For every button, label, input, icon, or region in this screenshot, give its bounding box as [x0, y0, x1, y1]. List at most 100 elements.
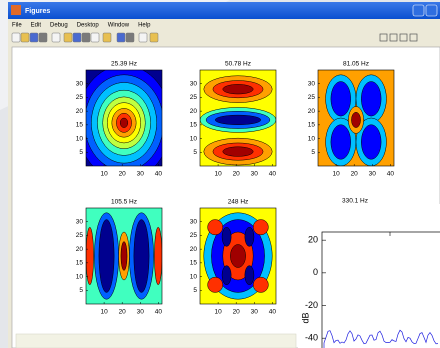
x-tick-label: 40	[155, 171, 163, 178]
plot-title: 105.5 Hz	[111, 199, 137, 206]
contour-level	[252, 276, 269, 293]
y-tick-label: 5	[311, 149, 315, 156]
y-tick-label: 30	[190, 218, 198, 225]
contour-level	[252, 219, 269, 236]
x-tick-label: 10	[100, 309, 108, 316]
toolbar-button[interactable]	[116, 32, 126, 43]
toolbar-button[interactable]	[63, 32, 73, 43]
contour-level	[351, 111, 361, 128]
toolbar-button[interactable]	[72, 32, 82, 43]
toolbar-button[interactable]	[20, 32, 30, 43]
app-icon	[11, 5, 21, 15]
contour-image	[86, 70, 162, 166]
x-tick-label: 10	[214, 309, 222, 316]
maximize-button[interactable]	[425, 4, 438, 17]
contour-level	[222, 146, 254, 157]
x-tick-label: 40	[155, 309, 163, 316]
menu-item[interactable]: Edit	[31, 23, 42, 29]
contour-level	[361, 124, 382, 160]
toolbar-button[interactable]	[29, 32, 39, 43]
contour-level	[154, 226, 162, 286]
toolbar-button[interactable]	[11, 32, 21, 43]
menu-item[interactable]: Desktop	[77, 23, 100, 29]
toolbar-button[interactable]	[125, 32, 135, 43]
menu-item[interactable]: Window	[108, 23, 130, 29]
x-tick-label: 40	[269, 309, 277, 316]
toolbar	[8, 31, 440, 45]
toolbar-button[interactable]	[81, 32, 91, 43]
y-tick-label: 10	[190, 273, 198, 280]
plot-title: 248 Hz	[228, 199, 249, 206]
y-tick-label: 25	[76, 94, 84, 101]
dock-button[interactable]	[399, 33, 408, 42]
dock-button[interactable]	[379, 33, 388, 42]
toolbar-button[interactable]	[102, 32, 112, 43]
contour-level	[214, 114, 262, 125]
contour-level	[330, 124, 351, 160]
y-tick-label: 25	[190, 94, 198, 101]
y-tick-label: 20	[76, 108, 84, 115]
contour-level	[361, 81, 382, 117]
x-tick-label: 20	[233, 171, 241, 178]
contour-level	[244, 226, 255, 247]
x-tick-label: 40	[387, 171, 395, 178]
dock-button[interactable]	[389, 33, 398, 42]
x-tick-label: 10	[214, 171, 222, 178]
x-tick-label: 40	[269, 171, 277, 178]
y-tick-label: 10	[76, 273, 84, 280]
menu-item[interactable]: File	[12, 23, 22, 29]
x-tick-label: 30	[137, 309, 145, 316]
y-tick-label: 30	[76, 80, 84, 87]
menu-item[interactable]: Help	[138, 23, 151, 29]
y-tick-label: 20	[308, 235, 318, 245]
axes-box	[317, 69, 395, 167]
contour-image	[318, 70, 394, 166]
contour-level	[119, 117, 129, 128]
plot-title: 81.05 Hz	[343, 61, 369, 68]
x-tick-label: 20	[119, 309, 127, 316]
contour-level	[230, 244, 246, 268]
menu-item[interactable]: Debug	[50, 23, 68, 29]
contour-level	[330, 81, 351, 117]
y-tick-label: 10	[76, 135, 84, 142]
menu-bar: File Edit Debug Desktop Window Help	[12, 23, 151, 29]
y-tick-label: 20	[308, 108, 316, 115]
x-tick-label: 30	[251, 309, 259, 316]
axes-box	[85, 207, 163, 305]
contour-level	[133, 219, 150, 293]
y-tick-label: -40	[305, 333, 318, 343]
contour-level	[221, 226, 232, 247]
y-tick-label: 0	[313, 267, 318, 277]
window-title: Figures	[25, 8, 50, 15]
y-tick-label: 25	[308, 94, 316, 101]
axes-box	[199, 69, 277, 167]
dock-button[interactable]	[409, 33, 418, 42]
contour-image	[200, 208, 276, 304]
x-tick-label: 30	[137, 171, 145, 178]
x-tick-label: 10	[100, 171, 108, 178]
y-tick-label: 5	[79, 287, 83, 294]
contour-level	[244, 265, 255, 286]
y-tick-label: 30	[308, 80, 316, 87]
toolbar-button[interactable]	[90, 32, 100, 43]
contour-level	[221, 265, 232, 286]
toolbar-button[interactable]	[51, 32, 61, 43]
y-tick-label: 25	[76, 232, 84, 239]
y-tick-label: 20	[190, 246, 198, 253]
contour-image	[200, 70, 276, 166]
toolbar-button[interactable]	[138, 32, 148, 43]
y-tick-label: -20	[305, 300, 318, 310]
contour-level	[98, 219, 115, 293]
x-tick-label: 10	[332, 171, 340, 178]
x-tick-label: 30	[369, 171, 377, 178]
toolbar-button[interactable]	[38, 32, 48, 43]
contour-level	[86, 226, 94, 286]
y-tick-label: 15	[190, 260, 198, 267]
minimize-button[interactable]	[412, 4, 425, 17]
x-tick-label: 20	[351, 171, 359, 178]
contour-level	[222, 84, 254, 95]
y-tick-label: 15	[76, 122, 84, 129]
y-tick-label: 20	[76, 246, 84, 253]
toolbar-button[interactable]	[149, 32, 159, 43]
